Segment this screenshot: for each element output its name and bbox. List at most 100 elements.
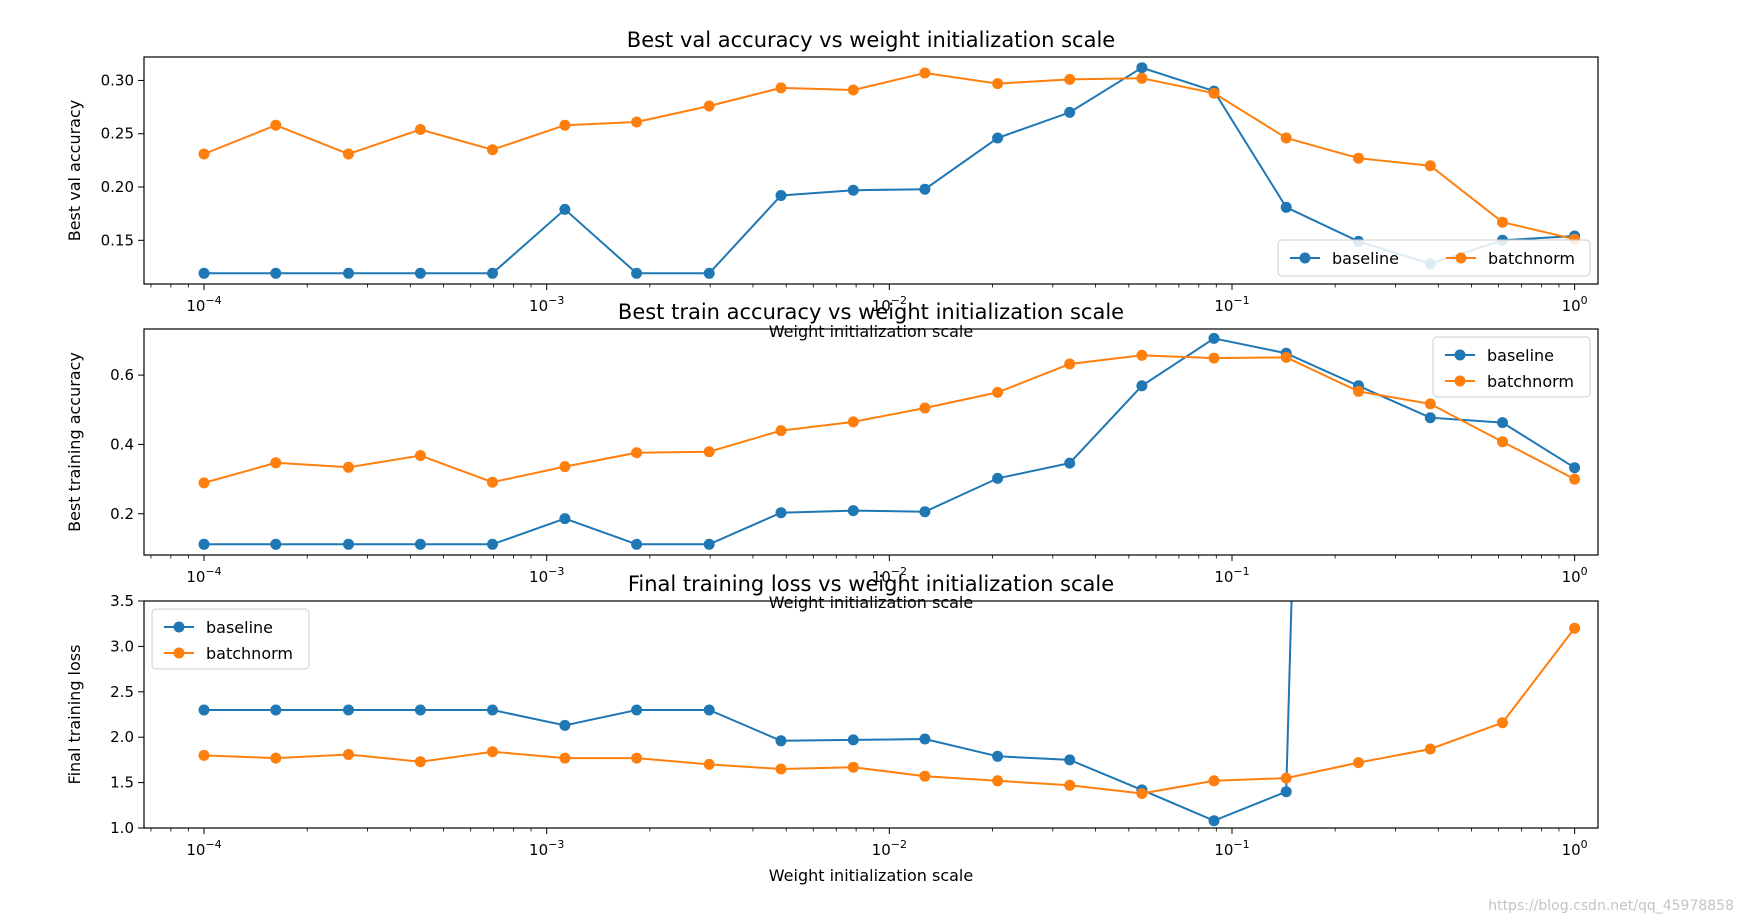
baseline-point — [487, 538, 498, 550]
baseline-legend-marker — [1454, 349, 1466, 361]
batchnorm-point — [1497, 216, 1508, 228]
batchnorm-point — [487, 476, 498, 488]
y-tick-label: 3.0 — [110, 637, 134, 655]
axes-frame — [143, 328, 1599, 556]
x-tick-base: 10 — [1214, 568, 1233, 586]
baseline-point — [1424, 412, 1436, 424]
baseline-point — [847, 505, 859, 517]
baseline-point — [343, 267, 354, 279]
batchnorm-point — [703, 446, 715, 458]
batchnorm-point — [343, 461, 354, 473]
batchnorm-point — [775, 82, 787, 94]
legend-label: batchnorm — [1487, 372, 1574, 391]
baseline-line — [204, 337, 1576, 546]
baseline-point — [847, 734, 859, 746]
plot-area — [198, 332, 1581, 550]
baseline-point — [1136, 380, 1148, 392]
baseline-point — [270, 538, 282, 550]
baseline-point — [1064, 106, 1076, 118]
batchnorm-point — [559, 752, 571, 764]
x-tick-label: 10−2 — [872, 565, 907, 586]
batchnorm-legend-marker — [173, 647, 185, 659]
batchnorm-point — [992, 775, 1004, 787]
x-tick-exponent: −1 — [1233, 294, 1249, 307]
batchnorm-point — [414, 756, 426, 768]
baseline-point — [1569, 462, 1581, 474]
baseline-point — [703, 267, 715, 279]
batchnorm-point — [198, 477, 210, 489]
y-tick-label: 0.30 — [101, 71, 134, 89]
baseline-point — [198, 704, 210, 716]
x-tick-base: 10 — [1214, 841, 1233, 859]
x-tick-exponent: −1 — [1233, 838, 1249, 851]
y-tick-label: 0.15 — [101, 231, 134, 249]
y-tick-label: 1.0 — [110, 819, 134, 837]
batchnorm-point — [1497, 717, 1508, 729]
x-tick-label: 10−4 — [186, 294, 221, 315]
baseline-point — [559, 719, 571, 731]
x-tick-label: 10−1 — [1214, 838, 1249, 859]
baseline-point — [1280, 201, 1292, 213]
baseline-point — [703, 538, 715, 550]
batchnorm-point — [1497, 436, 1508, 448]
x-tick-base: 10 — [872, 568, 891, 586]
x-tick-label: 100 — [1562, 294, 1588, 315]
baseline-point — [1064, 754, 1076, 766]
x-axis-label: Weight initialization scale — [769, 322, 973, 341]
x-tick-exponent: 0 — [1581, 565, 1588, 578]
baseline-legend-marker — [1299, 252, 1311, 264]
legend-label: batchnorm — [206, 644, 293, 663]
batchnorm-point — [1424, 398, 1436, 410]
batchnorm-point — [775, 763, 787, 775]
x-tick-label: 10−3 — [529, 838, 564, 859]
batchnorm-point — [847, 84, 859, 96]
baseline-point — [343, 704, 354, 716]
baseline-point — [919, 183, 931, 195]
y-tick-label: 0.2 — [110, 505, 134, 523]
batchnorm-point — [414, 450, 426, 461]
baseline-point — [1064, 457, 1076, 469]
y-tick-label: 1.5 — [110, 774, 134, 792]
batchnorm-point — [198, 749, 210, 761]
x-tick-base: 10 — [1214, 297, 1233, 315]
baseline-line — [204, 601, 1293, 822]
baseline-point — [1208, 332, 1220, 344]
x-tick-label: 100 — [1562, 565, 1588, 586]
baseline-point — [919, 733, 931, 745]
batchnorm-line — [203, 71, 1575, 241]
batchnorm-point — [847, 761, 859, 773]
x-tick-label: 10−1 — [1214, 565, 1249, 586]
x-tick-base: 10 — [1562, 841, 1581, 859]
batchnorm-line — [203, 354, 1576, 484]
y-tick-label: 0.4 — [110, 435, 134, 453]
x-axis-label: Weight initialization scale — [769, 866, 973, 885]
legend: baseline batchnorm — [151, 608, 310, 670]
baseline-point — [487, 267, 498, 279]
x-tick-base: 10 — [1562, 568, 1581, 586]
batchnorm-point — [1208, 87, 1220, 99]
x-tick-exponent: −2 — [891, 294, 907, 307]
x-tick-exponent: 0 — [1581, 838, 1588, 851]
batchnorm-point — [1569, 473, 1581, 485]
x-tick-exponent: −3 — [548, 565, 564, 578]
plot-area — [198, 601, 1581, 827]
x-tick-label: 10−1 — [1214, 294, 1249, 315]
batchnorm-point — [919, 402, 931, 414]
batchnorm-point — [1208, 352, 1220, 364]
x-tick-exponent: −2 — [891, 565, 907, 578]
batchnorm-point — [775, 425, 787, 437]
plot-area — [198, 62, 1581, 279]
batchnorm-point — [847, 416, 859, 428]
x-tick-exponent: −4 — [205, 294, 221, 307]
baseline-point — [631, 538, 643, 550]
baseline-point — [487, 704, 498, 716]
batchnorm-point — [1569, 622, 1581, 634]
baseline-point — [992, 132, 1004, 144]
batchnorm-point — [1353, 385, 1364, 397]
x-tick-base: 10 — [872, 841, 891, 859]
batchnorm-point — [631, 752, 643, 764]
baseline-point — [775, 735, 787, 747]
baseline-point — [919, 506, 931, 518]
batchnorm-point — [487, 144, 498, 156]
batchnorm-point — [1353, 757, 1364, 769]
